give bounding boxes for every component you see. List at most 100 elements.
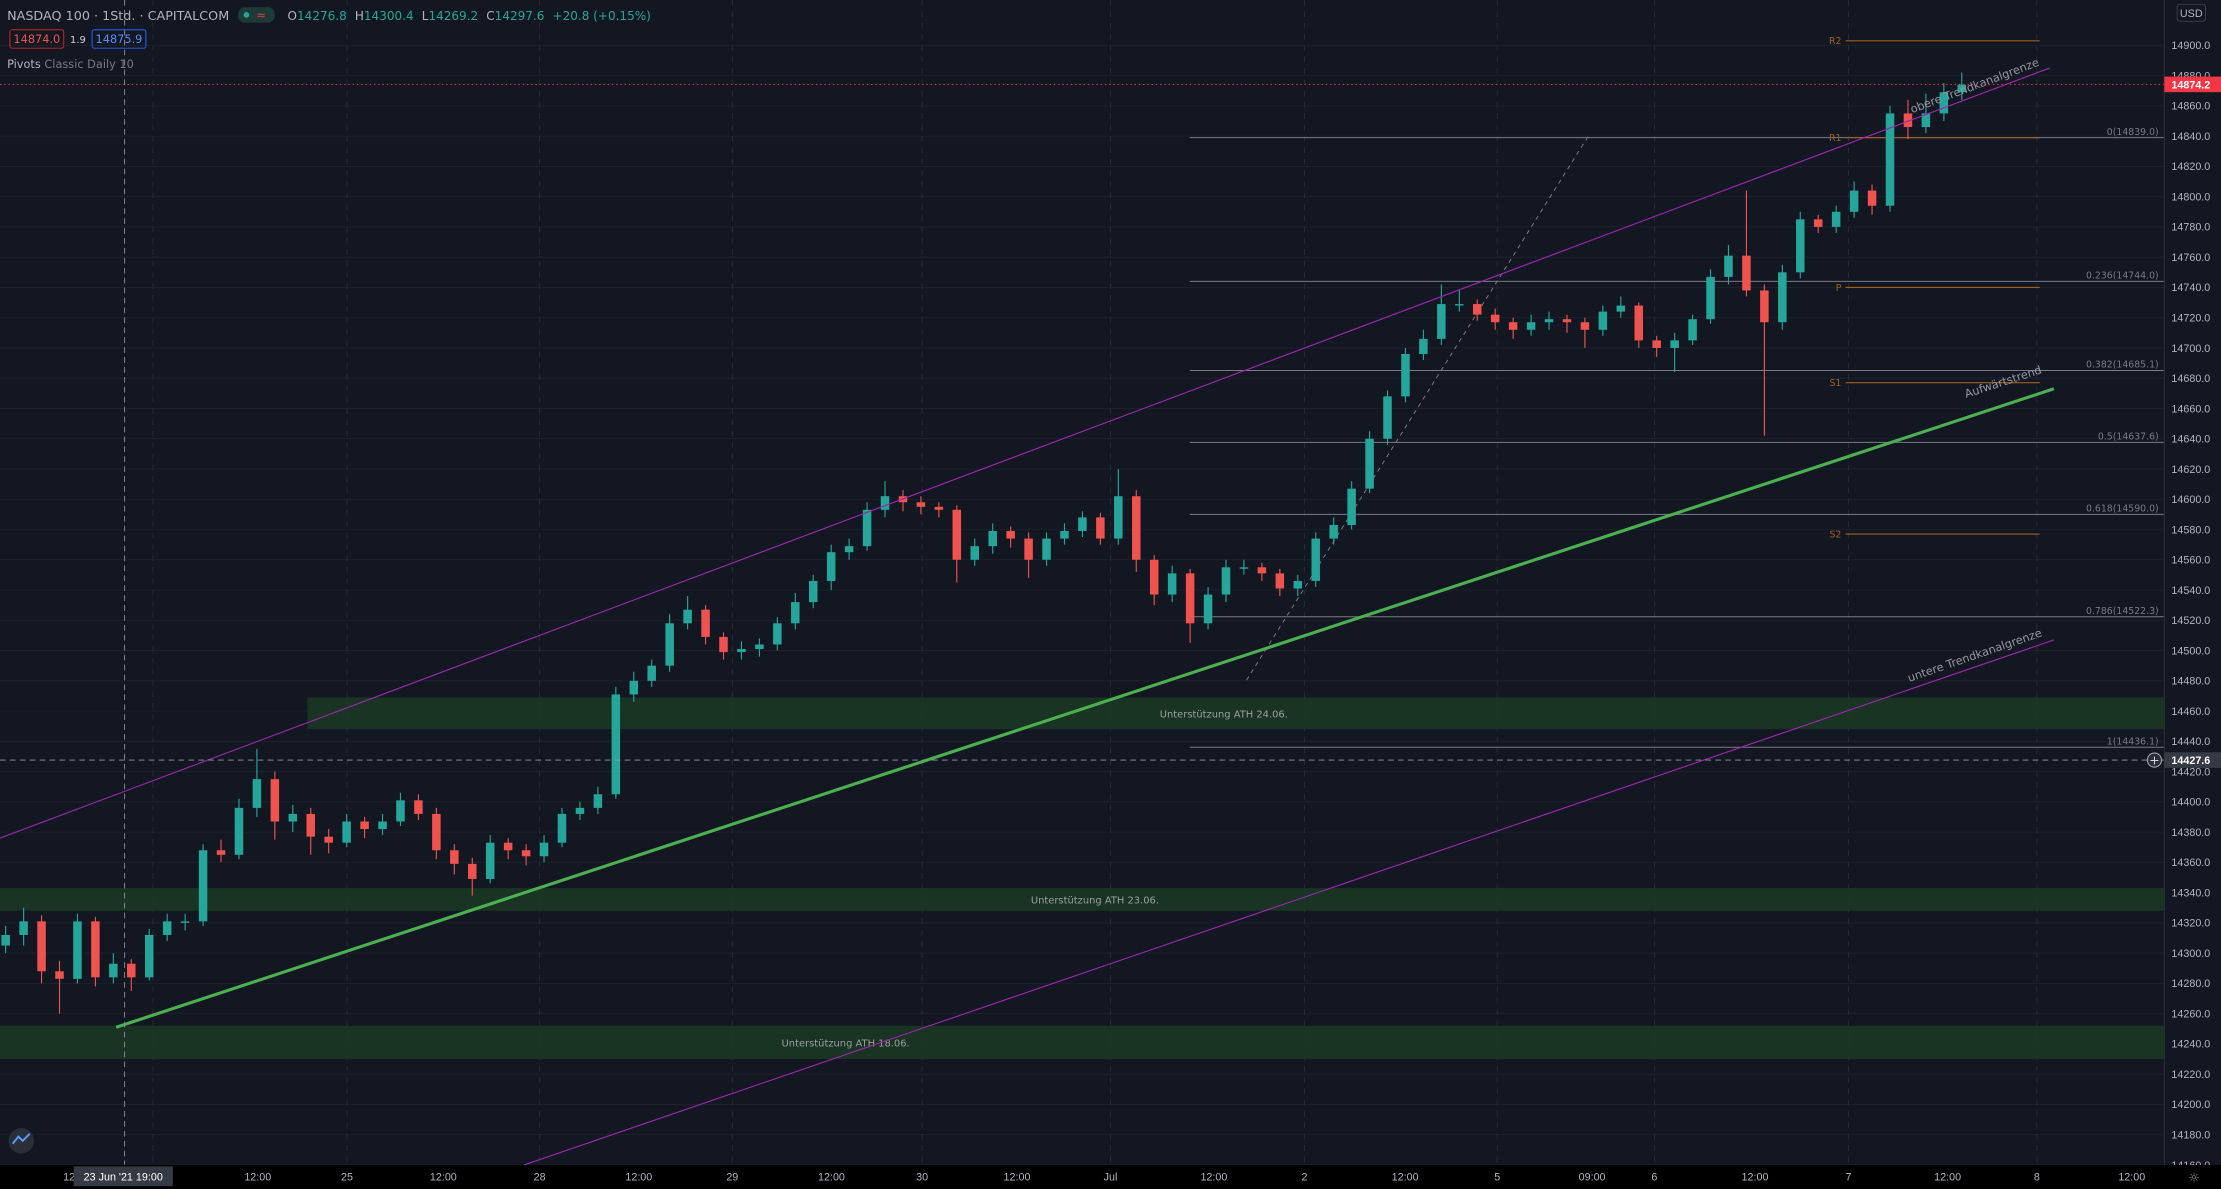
candle-body: [1849, 190, 1859, 212]
candle-body: [611, 694, 621, 795]
price-tick-label: 14720.0: [2171, 313, 2210, 325]
candle-body: [557, 813, 567, 843]
price-tick-label: 14760.0: [2171, 252, 2210, 264]
candle-body: [1419, 338, 1428, 354]
candle-body: [755, 644, 764, 650]
add-alert-plus-icon[interactable]: [2146, 752, 2163, 768]
time-tick-label: 7: [1845, 1171, 1851, 1183]
candle-body: [1437, 304, 1446, 339]
candle-body: [1401, 353, 1410, 397]
candle-body: [1508, 322, 1518, 330]
time-axis[interactable]: [0, 1164, 2221, 1189]
candle-body: [952, 509, 962, 560]
time-tick-label: Jul: [1104, 1171, 1118, 1183]
candle-body: [162, 921, 172, 935]
candle-body: [719, 636, 728, 653]
time-tick-label: 12:00: [625, 1171, 652, 1183]
candle-body: [1203, 594, 1213, 624]
settings-gear-icon[interactable]: ☼: [2188, 1171, 2199, 1186]
candle-body: [1132, 496, 1141, 560]
time-tick-label: 12:00: [1934, 1171, 1961, 1183]
price-tick-label: 14260.0: [2171, 1008, 2210, 1020]
change-value: +20.8 (+0.15%): [553, 9, 651, 23]
grid: [0, 0, 2165, 1166]
price-tick-label: 14600.0: [2171, 494, 2210, 506]
candle-body: [916, 502, 926, 507]
time-tick-label: 6: [1651, 1171, 1657, 1183]
candle-body: [683, 609, 692, 624]
candle-body: [468, 863, 477, 879]
candle-body: [593, 794, 603, 808]
candle-body: [252, 779, 262, 808]
price-axis[interactable]: [2164, 0, 2221, 1165]
candle-body: [1365, 438, 1374, 489]
candle-body: [234, 807, 244, 855]
fibonacci-retracement[interactable]: 0(14839.0) 0.236(14744.0) 0.382(14685.1) 0.…: [1189, 127, 2165, 748]
price-tick-label: 14560.0: [2171, 555, 2210, 567]
candle-body: [1293, 580, 1303, 589]
candle-body: [198, 850, 208, 922]
close-label: C: [486, 9, 494, 23]
time-tick-label: 8: [2034, 1171, 2040, 1183]
candle-body: [1688, 319, 1697, 341]
price-axis-ticks: 14900.014880.014860.014840.014820.014800…: [2171, 40, 2210, 1172]
candle-body: [826, 552, 836, 581]
plus-glyph: +: [2149, 754, 2160, 769]
price-tick-label: 14540.0: [2171, 585, 2210, 597]
candle-body: [1921, 113, 1931, 128]
candles: [1, 72, 1967, 1014]
candle-body: [1347, 488, 1356, 525]
candle-body: [414, 800, 423, 814]
low-label: L: [422, 9, 429, 23]
high-value: 14300.4: [364, 9, 414, 23]
price-tick-label: 14200.0: [2171, 1099, 2210, 1111]
data-delay-icon: ≈: [256, 8, 265, 22]
price-tick-label: 14840.0: [2171, 131, 2210, 143]
price-tick-label: 14480.0: [2171, 676, 2210, 688]
candle-body: [1831, 211, 1841, 227]
candle-body: [73, 921, 82, 979]
indicator-name: Pivots: [7, 57, 41, 71]
time-tick-label: 30: [916, 1171, 928, 1183]
time-tick-label: 12:00: [1742, 1171, 1769, 1183]
pivot-label: S1: [1830, 378, 1842, 389]
candle-body: [360, 821, 369, 830]
candle-body: [378, 821, 387, 830]
market-status-badge[interactable]: [237, 7, 275, 23]
symbol-title[interactable]: NASDAQ 100 · 1Std. · CAPITALCOM: [7, 9, 229, 24]
price-tick-label: 14220.0: [2171, 1069, 2210, 1081]
crosshair-price-badge: [2164, 752, 2221, 768]
candle-body: [647, 665, 656, 681]
price-tick-label: 14380.0: [2171, 827, 2210, 839]
price-tick-label: 14400.0: [2171, 797, 2210, 809]
tradingview-logo-icon[interactable]: [8, 1128, 34, 1154]
currency-button[interactable]: [2176, 3, 2206, 22]
candle-body: [1167, 573, 1177, 595]
trendline: [0, 67, 2050, 839]
support-zones: Unterstützung ATH 24.06. Unterstützung AT…: [0, 697, 2165, 1060]
indicator-legend[interactable]: Pivots Classic Daily 10: [7, 57, 134, 71]
candle-body: [144, 934, 154, 978]
time-tick-label: 12:00: [2118, 1171, 2145, 1183]
time-tick-label: 12:00: [818, 1171, 845, 1183]
buy-button[interactable]: [91, 29, 147, 49]
candle-body: [1939, 92, 1949, 114]
candle-body: [970, 546, 980, 560]
price-tick-label: 14820.0: [2171, 161, 2210, 173]
candle-body: [808, 580, 818, 603]
high-label: H: [355, 9, 364, 23]
candle-body: [665, 623, 674, 666]
candle-body: [1239, 567, 1249, 569]
candle-body: [1185, 573, 1195, 624]
price-tick-label: 14580.0: [2171, 524, 2210, 536]
fib-trend-line[interactable]: [1246, 134, 1590, 681]
candle-body: [1042, 538, 1051, 560]
candle-body: [485, 842, 495, 879]
candle-body: [306, 813, 315, 837]
candle-body: [1796, 219, 1805, 273]
candle-body: [1562, 319, 1572, 323]
sell-button[interactable]: [9, 29, 65, 49]
candle-body: [737, 649, 746, 653]
price-tick-label: 14420.0: [2171, 766, 2210, 778]
